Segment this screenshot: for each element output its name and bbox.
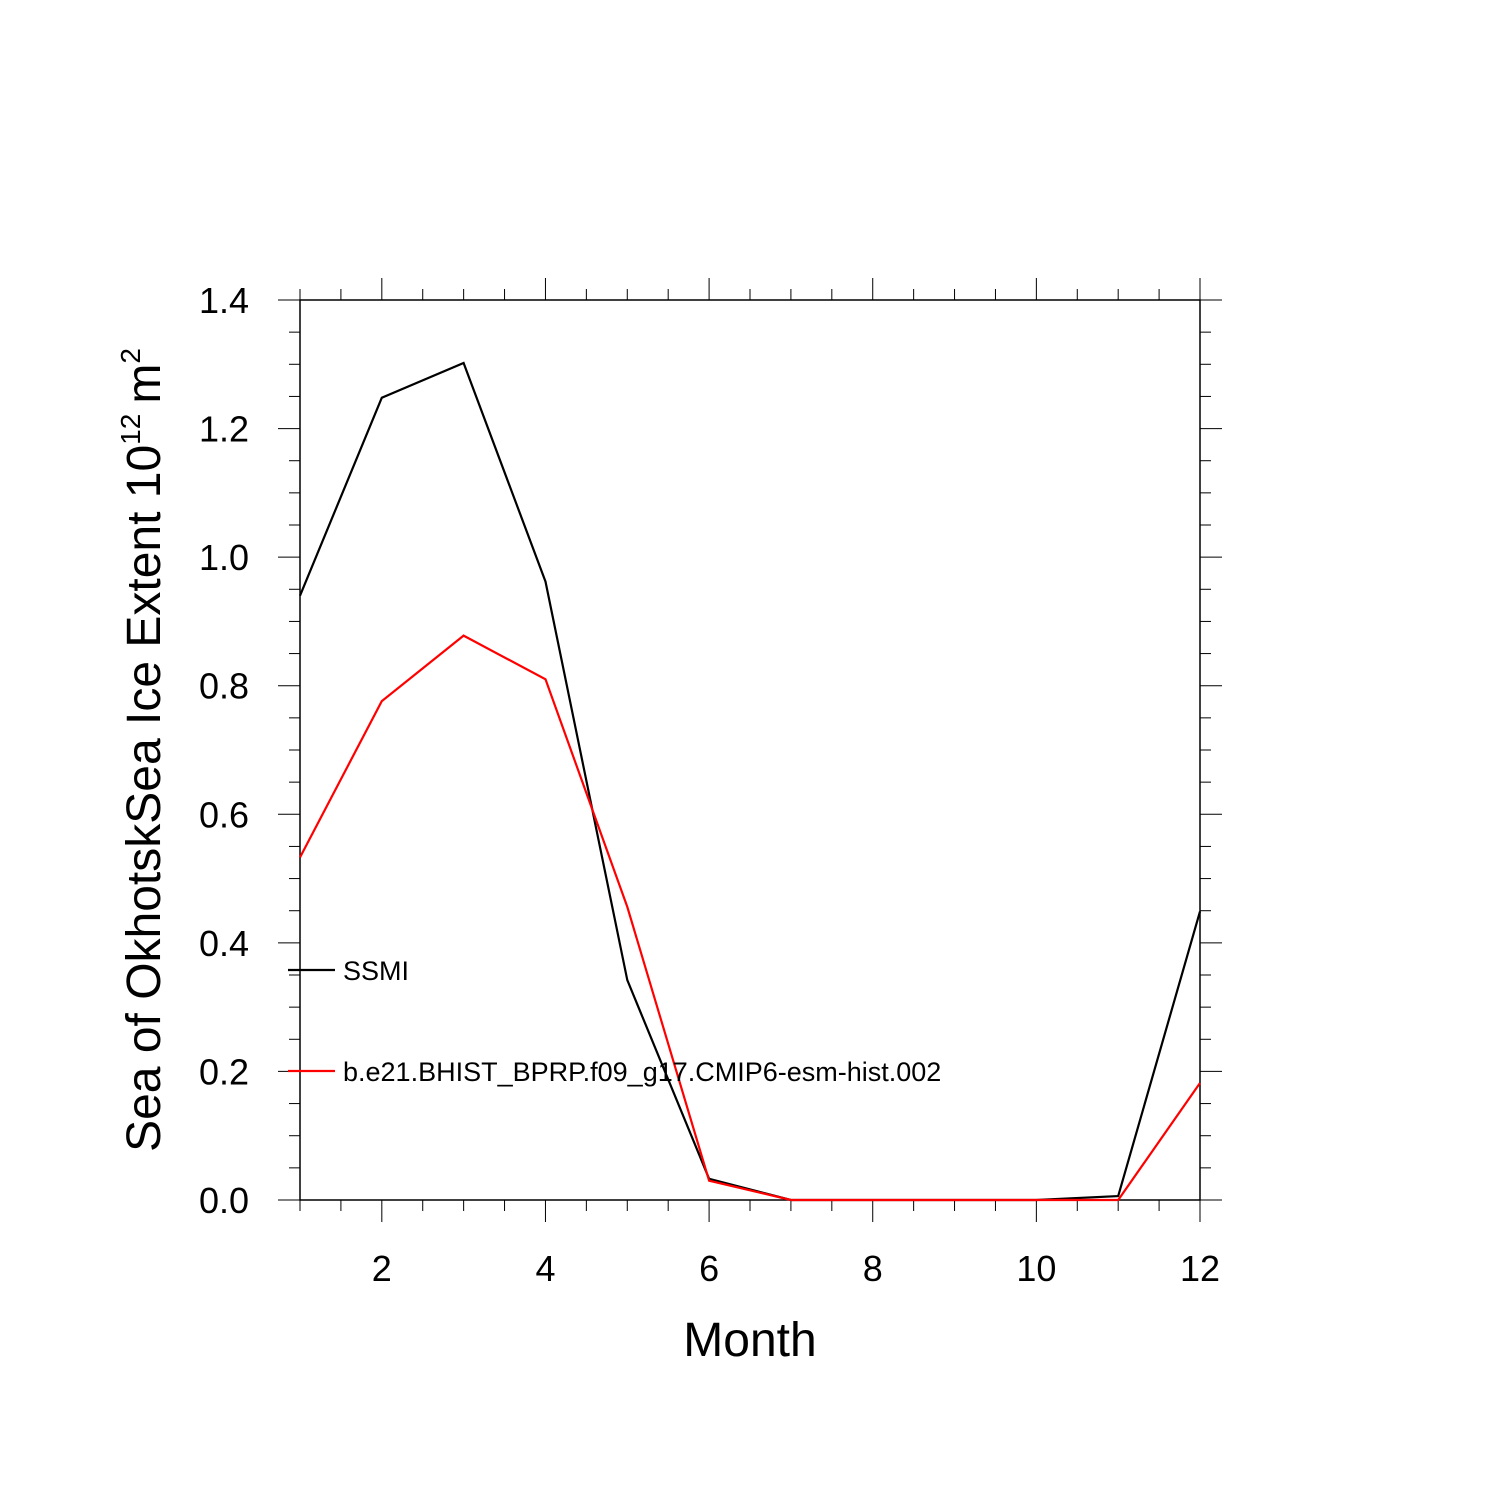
- y-tick-label: 1.0: [199, 537, 249, 578]
- y-tick-label: 0.2: [199, 1051, 249, 1092]
- y-axis-title-unit-exponent: 2: [115, 348, 146, 364]
- y-tick-labels: 0.0 0.2 0.4 0.6 0.8 1.0 1.2 1.4: [199, 280, 249, 1221]
- x-tick-label: 12: [1180, 1248, 1220, 1289]
- x-tick-label: 10: [1016, 1248, 1056, 1289]
- y-axis-title-exponent: 12: [115, 414, 146, 445]
- y-axis-title-unit: m: [118, 364, 171, 404]
- x-tick-label: 2: [372, 1248, 392, 1289]
- y-tick-label: 1.4: [199, 280, 249, 321]
- y-tick-label: 0.6: [199, 794, 249, 835]
- x-axis-title: Month: [683, 1314, 816, 1367]
- x-tick-label: 6: [699, 1248, 719, 1289]
- series-line-2: [299, 634, 1201, 1202]
- legend: SSMI b.e21.BHIST_BPRP.f09_g17.CMIP6-esm-h…: [288, 956, 941, 1087]
- x-tick-label: 4: [535, 1248, 555, 1289]
- legend-label: b.e21.BHIST_BPRP.f09_g17.CMIP6-esm-hist.…: [343, 1057, 941, 1087]
- y-tick-label: 1.2: [199, 409, 249, 450]
- x-tick-label: 8: [863, 1248, 883, 1289]
- x-tick-labels: 2 4 6 8 10 12: [372, 1248, 1220, 1289]
- y-axis-title: Sea of OkhotskSea Ice Extent 1012 m2: [115, 348, 171, 1152]
- y-tick-label: 0.4: [199, 923, 249, 964]
- y-tick-label: 0.8: [199, 666, 249, 707]
- y-tick-label: 0.0: [199, 1180, 249, 1221]
- axis-ticks: [278, 278, 1222, 1222]
- legend-label: SSMI: [343, 956, 409, 986]
- y-axis-title-main: Sea of OkhotskSea Ice Extent 10: [118, 445, 171, 1152]
- series-lines: [298, 361, 1202, 1202]
